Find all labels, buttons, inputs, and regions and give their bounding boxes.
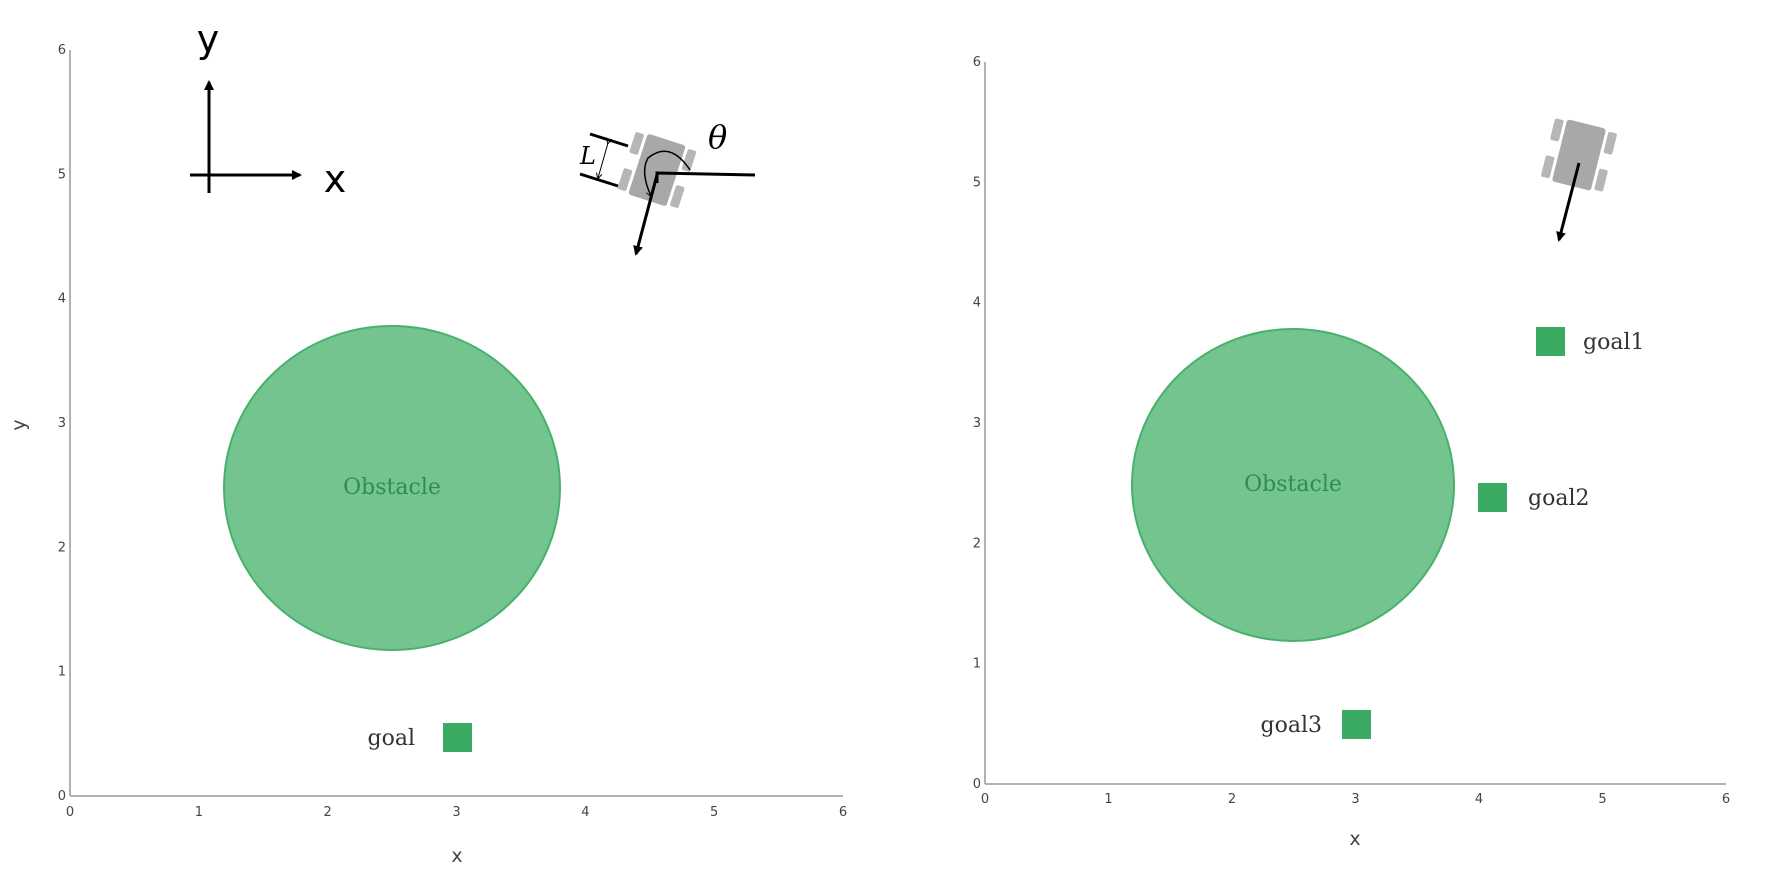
left-x-tick-label: 3 — [452, 805, 460, 820]
obstacle-circle — [223, 325, 561, 651]
length-dimension-arrow — [598, 143, 608, 178]
right-y-tick-label: 1 — [973, 657, 981, 672]
right-x-tick-label: 4 — [1475, 792, 1483, 807]
left-x-tick-label: 4 — [581, 805, 589, 820]
right-y-tick-label: 0 — [973, 777, 981, 792]
goal2-label: goal2 — [1528, 486, 1589, 511]
right-plot: 0 1 2 3 4 5 6 0 1 2 3 4 5 6 x Obstacle goal1 goal2 g… — [973, 55, 1730, 850]
goal1-square — [1536, 327, 1565, 356]
robot-body — [617, 132, 697, 208]
right-y-tick-label: 4 — [973, 296, 981, 311]
right-x-tick-label: 3 — [1351, 792, 1359, 807]
goal3-square — [1342, 710, 1371, 739]
left-y-tick-labels: 0 1 2 3 4 5 6 — [58, 43, 66, 804]
goal2-marker: goal2 — [1478, 483, 1589, 512]
goal1-marker: goal1 — [1536, 327, 1644, 356]
right-y-tick-label: 5 — [973, 175, 981, 190]
left-obstacle: Obstacle — [223, 325, 561, 651]
left-x-tick-label: 6 — [839, 805, 847, 820]
left-plot: 0 1 2 3 4 5 6 0 1 2 3 4 5 6 x y Obstacle goal y x — [8, 17, 847, 867]
heading-arrow — [1556, 162, 1581, 242]
left-x-tick-label: 1 — [195, 805, 203, 820]
obstacle-label: Obstacle — [343, 475, 441, 500]
goal3-label: goal3 — [1261, 713, 1322, 738]
length-tick-bottom — [579, 172, 619, 188]
right-x-tick-labels: 0 1 2 3 4 5 6 — [981, 792, 1730, 807]
left-x-tick-label: 5 — [710, 805, 718, 820]
left-x-axis-title: x — [451, 845, 462, 867]
left-x-tick-label: 2 — [324, 805, 332, 820]
right-y-tick-label: 3 — [973, 416, 981, 431]
left-y-tick-label: 1 — [58, 665, 66, 680]
left-y-tick-label: 3 — [58, 416, 66, 431]
goal2-square — [1478, 483, 1507, 512]
right-x-tick-label: 6 — [1722, 792, 1730, 807]
left-y-tick-label: 2 — [58, 540, 66, 555]
frame-x-label: x — [324, 157, 347, 201]
coordinate-frame: y x — [190, 17, 346, 201]
obstacle-label: Obstacle — [1244, 472, 1342, 497]
length-symbol: L — [579, 142, 596, 170]
left-y-tick-label: 4 — [58, 292, 66, 307]
goal-label: goal — [368, 726, 415, 751]
goal1-label: goal1 — [1583, 330, 1644, 355]
theta-arc — [643, 150, 691, 196]
left-x-tick-labels: 0 1 2 3 4 5 6 — [66, 805, 847, 820]
right-obstacle: Obstacle — [1131, 328, 1455, 642]
theta-symbol: θ — [708, 118, 727, 156]
right-y-tick-labels: 0 1 2 3 4 5 6 — [973, 55, 981, 792]
robot-body — [1541, 118, 1617, 192]
frame-y-label: y — [197, 17, 220, 61]
left-y-tick-label: 6 — [58, 43, 66, 58]
right-x-tick-label: 0 — [981, 792, 989, 807]
heading-arrow — [633, 174, 659, 256]
goal-marker: goal — [368, 723, 472, 752]
right-x-tick-label: 5 — [1598, 792, 1606, 807]
left-y-tick-label: 0 — [58, 789, 66, 804]
right-y-tick-label: 2 — [973, 536, 981, 551]
goal3-marker: goal3 — [1261, 710, 1371, 739]
right-x-tick-label: 2 — [1228, 792, 1236, 807]
robot — [1541, 118, 1617, 242]
right-y-tick-label: 6 — [973, 55, 981, 70]
right-x-tick-label: 1 — [1104, 792, 1112, 807]
left-y-tick-label: 5 — [58, 167, 66, 182]
obstacle-circle — [1131, 328, 1455, 642]
robot-annotated: L θ — [579, 118, 756, 256]
left-y-axis-title: y — [8, 419, 30, 430]
right-x-axis-title: x — [1349, 828, 1360, 850]
left-x-tick-label: 0 — [66, 805, 74, 820]
goal-square — [443, 723, 472, 752]
